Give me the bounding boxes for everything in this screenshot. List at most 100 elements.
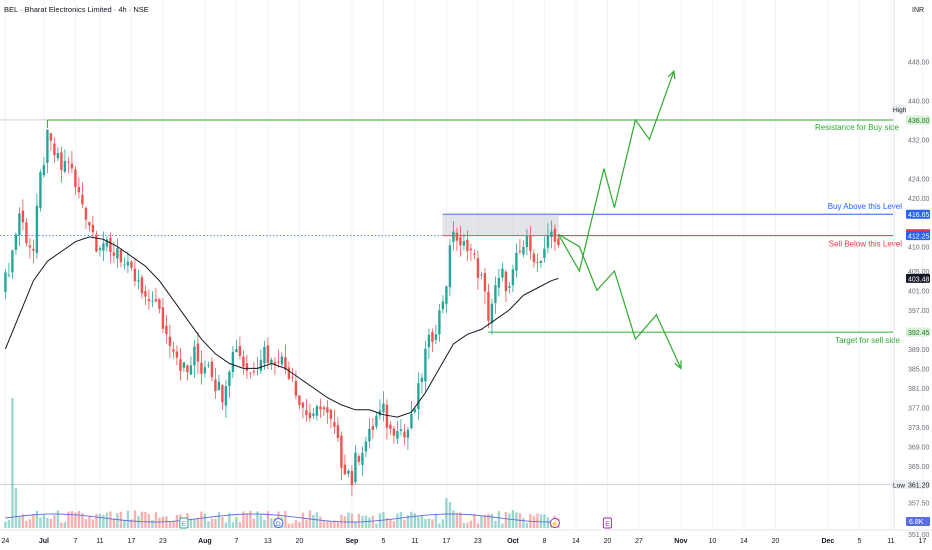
candle-body xyxy=(63,160,67,172)
time-tick-label: 7 xyxy=(73,538,77,545)
volume-bar xyxy=(375,523,378,528)
price-tick-label: 357.50 xyxy=(908,500,930,507)
price-tag-bg xyxy=(906,209,930,219)
candle-body xyxy=(273,361,277,365)
volume-bar xyxy=(406,515,410,528)
time-tick-label: 17 xyxy=(128,538,136,545)
volume-bar xyxy=(543,514,546,528)
candle-body xyxy=(532,253,536,263)
time-tick-label: 7 xyxy=(234,538,238,545)
volume-bar xyxy=(63,522,67,528)
volume-bar xyxy=(287,523,291,528)
candle-body xyxy=(413,409,417,413)
candle-body xyxy=(126,261,130,266)
candle-body xyxy=(249,372,252,374)
candle-body xyxy=(480,274,483,276)
time-tick-label: 5 xyxy=(857,538,861,545)
price-axis[interactable]: 448.00 440.00 436.00 432.00 424.00 420.00 416.… xyxy=(892,59,930,539)
volume-bar xyxy=(200,511,203,528)
candle-body xyxy=(483,273,487,292)
volume-bar xyxy=(14,488,18,528)
volume-ma-line xyxy=(5,513,552,523)
candle-body xyxy=(357,456,361,462)
candle-body xyxy=(511,269,515,286)
candle-body xyxy=(46,129,49,163)
candle-body xyxy=(557,238,560,246)
candle-body xyxy=(98,248,102,251)
volume-bars xyxy=(4,398,560,528)
volume-bar xyxy=(259,515,263,528)
time-tick-label: 13 xyxy=(264,538,272,545)
candle-body xyxy=(336,425,340,438)
earnings-marker[interactable] xyxy=(179,517,189,529)
price-tick-label: 432.00 xyxy=(908,137,930,144)
candle-body xyxy=(452,231,455,242)
candle-body xyxy=(445,286,448,304)
candle-body xyxy=(210,361,214,378)
price-tick-label: 377.00 xyxy=(908,405,930,412)
candle-body xyxy=(102,243,105,251)
volume-bar xyxy=(25,520,28,528)
volume-bar xyxy=(452,510,455,528)
candle-body xyxy=(539,260,543,263)
resistance-label: Resistance for Buy side xyxy=(815,123,900,132)
time-tick-label: 20 xyxy=(296,538,304,545)
volume-bar xyxy=(266,511,270,528)
candle-body xyxy=(385,404,389,428)
time-tick-label: Nov xyxy=(674,538,687,545)
volume-bar xyxy=(123,519,126,528)
candle-body xyxy=(546,235,550,248)
price-tick-label: 405.00 xyxy=(908,269,930,276)
candle-body xyxy=(389,424,392,429)
volume-bar xyxy=(298,522,301,528)
volume-bar xyxy=(7,519,11,528)
candle-body xyxy=(214,379,217,392)
candle-body xyxy=(189,365,193,375)
volume-bar xyxy=(116,513,119,528)
candle-body xyxy=(109,237,112,252)
axis-tag-bg xyxy=(892,479,906,489)
candle-body xyxy=(151,300,154,302)
levels xyxy=(0,119,893,485)
candle-body xyxy=(252,371,256,373)
volume-bar xyxy=(413,513,417,528)
candle-body xyxy=(221,385,224,403)
time-tick-label: 17 xyxy=(919,538,927,545)
candle-body xyxy=(165,325,168,335)
candle-body xyxy=(294,381,298,396)
price-tick-label: 424.00 xyxy=(908,176,930,183)
volume-bar xyxy=(175,514,179,528)
event-markers[interactable]: E D ⚡ E xyxy=(179,517,612,529)
candle-body xyxy=(179,359,182,371)
dividend-marker[interactable] xyxy=(273,518,284,528)
candle-body xyxy=(95,234,98,252)
candle-body xyxy=(56,153,60,159)
low-axis-tag: Low xyxy=(893,482,905,489)
volume-bar xyxy=(504,512,508,528)
price-tick-label: 440.00 xyxy=(908,98,930,105)
volume-bar xyxy=(329,521,333,528)
time-axis[interactable]: 24 Jul 7 11 17 23 Aug 7 13 20 Sep 5 11 17 23 Oct 8 14 20 27… xyxy=(2,538,927,545)
price-tick-label: 397.00 xyxy=(908,308,930,315)
earnings-marker[interactable] xyxy=(602,517,612,529)
candle-body xyxy=(203,367,207,374)
candle-body xyxy=(553,228,557,242)
candle-body xyxy=(161,307,165,329)
split-marker[interactable] xyxy=(549,518,560,528)
projections xyxy=(557,69,682,370)
volume-bar xyxy=(284,510,287,528)
volume-bar xyxy=(403,519,406,528)
price-tag-bg xyxy=(906,231,930,241)
time-tick-label: 27 xyxy=(635,538,643,545)
candle-body xyxy=(88,221,91,226)
volume-bar xyxy=(368,517,371,528)
entry-zone xyxy=(442,213,559,236)
volume-bar xyxy=(389,518,392,528)
volume-bar xyxy=(109,511,112,528)
volume-bar xyxy=(350,513,354,528)
candle-body xyxy=(417,383,420,410)
volume-bar xyxy=(231,522,235,528)
volume-bar xyxy=(39,517,42,528)
volume-bar xyxy=(546,517,550,528)
